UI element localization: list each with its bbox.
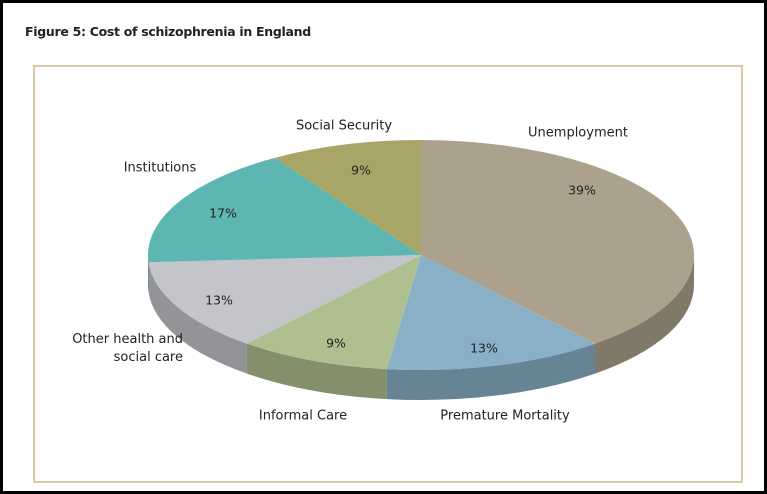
- category-label: Informal Care: [258, 408, 348, 424]
- value-label: 39%: [568, 182, 596, 198]
- slice: [386, 255, 596, 370]
- value-label: 17%: [209, 205, 237, 221]
- value-label: 9%: [351, 162, 371, 178]
- slice: [148, 255, 421, 344]
- slice-side: [148, 262, 247, 374]
- value-label: 13%: [470, 340, 498, 356]
- slice-side: [148, 255, 149, 293]
- slice-side: [595, 255, 694, 374]
- slice: [148, 157, 421, 263]
- slice: [274, 140, 421, 255]
- slice-side: [386, 343, 596, 400]
- category-label: Other health and social care: [72, 332, 183, 365]
- chart-title: Figure 5: Cost of schizophrenia in Engla…: [25, 24, 311, 39]
- category-label: Premature Mortality: [440, 408, 570, 424]
- slice: [421, 140, 694, 344]
- value-label: 9%: [326, 335, 346, 351]
- chart-box: [33, 65, 743, 483]
- slice-side: [246, 343, 387, 400]
- category-label: Social Security: [295, 118, 393, 134]
- category-label: Unemployment: [528, 125, 628, 141]
- slice: [246, 255, 421, 370]
- value-label: 13%: [205, 292, 233, 308]
- chart: [148, 140, 694, 400]
- category-label: Institutions: [123, 160, 197, 176]
